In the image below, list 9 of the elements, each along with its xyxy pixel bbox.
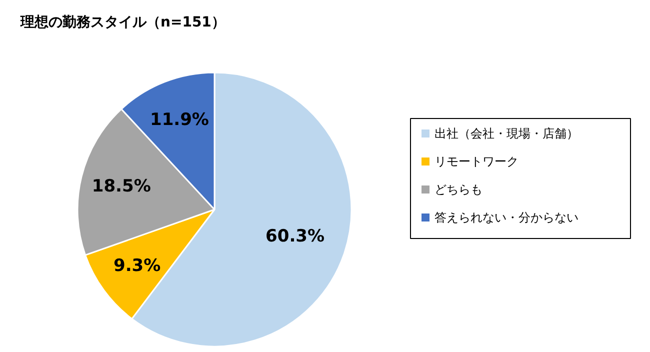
data-label: 18.5% bbox=[92, 176, 151, 197]
legend-label: 出社（会社・現場・店舗） bbox=[434, 126, 578, 140]
legend-label: どちらも bbox=[434, 182, 482, 196]
data-label: 60.3% bbox=[266, 226, 325, 247]
data-label: 11.9% bbox=[150, 110, 209, 130]
data-label: 9.3% bbox=[114, 256, 161, 276]
legend-label: 答えられない・分からない bbox=[434, 210, 578, 224]
chart-title: 理想の勤務スタイル（n=151） bbox=[20, 14, 226, 30]
legend-label: リモートワーク bbox=[434, 154, 518, 168]
